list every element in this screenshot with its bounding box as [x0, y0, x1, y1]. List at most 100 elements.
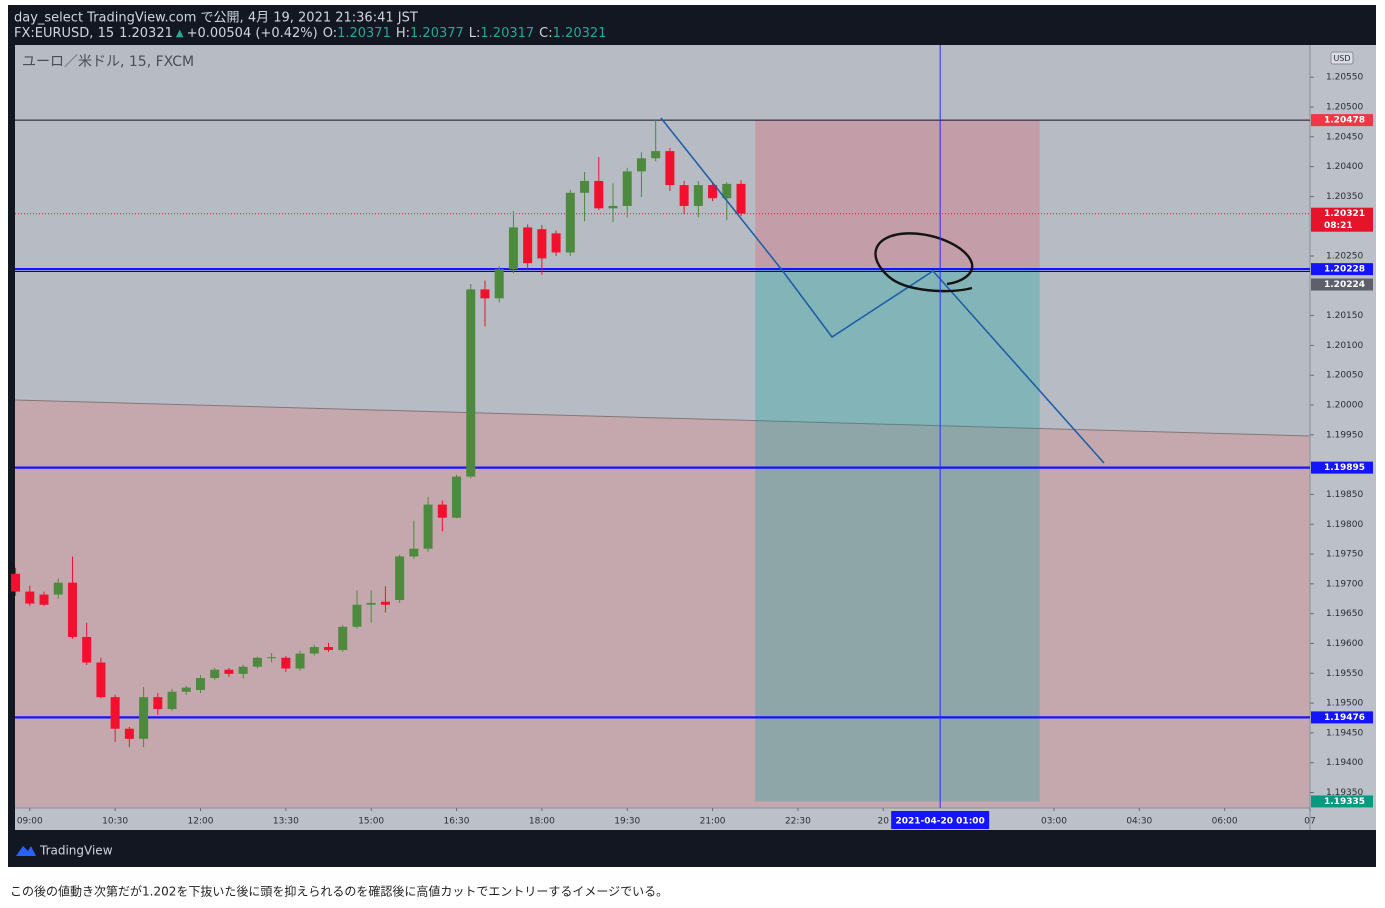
y-tick-label: 1.19650 [1326, 609, 1363, 619]
backgrounds [14, 45, 1376, 830]
candle-body [25, 591, 35, 604]
x-tick-label: 07 [1304, 817, 1315, 827]
high-label: H: [396, 26, 410, 41]
y-tick-label: 1.19850 [1326, 490, 1363, 500]
candle-body [324, 647, 334, 651]
candle-body [380, 601, 390, 605]
candle-body [480, 289, 490, 299]
candle-body [267, 657, 277, 659]
candle-body [252, 657, 262, 667]
y-tick-label: 1.20550 [1326, 73, 1363, 83]
price-label: 1.20321 [1324, 209, 1365, 219]
candle-body [11, 573, 21, 592]
candle-body [181, 687, 191, 692]
candle-body [508, 227, 518, 270]
candle-body [39, 594, 49, 605]
low: 1.20317 [480, 26, 534, 41]
arrow: ▲ [176, 28, 184, 39]
y-tick-label: 1.19550 [1326, 669, 1363, 679]
candle-body [153, 697, 163, 710]
candle-body [96, 662, 106, 698]
zone-edge [14, 399, 1311, 437]
candle-body [537, 229, 547, 259]
open: 1.20371 [337, 26, 391, 41]
x-tick-label: 20 [878, 817, 890, 827]
x-tick-label: 13:30 [273, 817, 299, 827]
candle-body [352, 604, 362, 627]
low-label: L: [469, 26, 481, 41]
x-tick-label: 15:00 [358, 817, 384, 827]
y-tick-label: 1.20000 [1326, 401, 1363, 411]
price-label-bg [1311, 263, 1373, 276]
candle-body [82, 636, 92, 663]
y-tick-label: 1.20050 [1326, 371, 1363, 381]
y-tick-label: 1.20150 [1326, 311, 1363, 321]
price-label: 1.20224 [1324, 280, 1365, 290]
y-tick-label: 1.19600 [1326, 639, 1363, 649]
y-tick-label: 1.19350 [1326, 788, 1363, 798]
y-tick-label: 1.19500 [1326, 699, 1363, 709]
candle-body [679, 185, 689, 206]
y-tick-label: 1.20500 [1326, 102, 1363, 112]
close: 1.20321 [553, 26, 607, 41]
y-tick-label: 1.19700 [1326, 579, 1363, 589]
candle-body [224, 669, 234, 674]
open-label: O: [323, 26, 337, 41]
price-axis-bg [1310, 45, 1376, 830]
candles [11, 120, 746, 748]
zone [15, 400, 1310, 808]
candle-body [636, 158, 646, 172]
candle-body [708, 185, 718, 199]
candle-body [565, 192, 575, 253]
countdown: 08:21 [1324, 221, 1353, 231]
x-tick-label: 09:00 [17, 817, 43, 827]
x-tick-label: 22:30 [785, 817, 811, 827]
logo[interactable]: TradingView [39, 844, 113, 858]
target-zone [755, 269, 1040, 802]
currency: USD [1333, 54, 1350, 63]
y-tick-label: 1.19450 [1326, 728, 1363, 738]
x-tick-label: 19:30 [614, 817, 640, 827]
last: 1.20321 [119, 26, 173, 41]
y-tick-label: 1.20400 [1326, 162, 1363, 172]
candle-body [53, 582, 63, 595]
candle-body [210, 669, 220, 679]
x-tick-label: 03:00 [1041, 817, 1067, 827]
candle-body [608, 205, 618, 209]
axes: 1.19350 1.19400 1.19450 1.19500 1.19550 1.196… [17, 45, 1373, 829]
x-tick-label: 18:00 [529, 817, 555, 827]
candle-body [423, 504, 433, 549]
candle-body [622, 171, 632, 206]
candle-body [551, 233, 561, 253]
candle-body [494, 269, 504, 299]
quote-line: FX:EURUSD, 15 1.20321 ▲ +0.00504 (+0.42%) O:… [14, 26, 606, 41]
scenario-line [660, 117, 1105, 464]
price-label-bg [1311, 711, 1373, 724]
candle-body [124, 728, 134, 739]
y-tick-label: 1.19750 [1326, 550, 1363, 560]
high: 1.20377 [410, 26, 464, 41]
candle-body [366, 602, 376, 605]
x-tick-label: 10:30 [102, 817, 128, 827]
published: day_select TradingView.com で公開, 4月 19, 2… [14, 11, 418, 26]
price-label: 1.19335 [1324, 797, 1365, 807]
x-tick-label: 06:00 [1212, 817, 1238, 827]
y-tick-label: 1.19950 [1326, 430, 1363, 440]
symbol-legend: ユーロ／米ドル, 15, FXCM [22, 54, 194, 70]
currency-badge [1330, 51, 1354, 65]
candle-body [281, 657, 291, 669]
candle-body [523, 227, 533, 264]
price-label-bg [1311, 207, 1373, 232]
price-lines [15, 119, 1310, 719]
candle-body [195, 678, 205, 690]
candle-body [594, 180, 604, 209]
candle-body [437, 504, 447, 518]
candle-body [580, 180, 590, 193]
candle-body [722, 183, 732, 199]
change: +0.00504 (+0.42%) [187, 26, 318, 41]
crosshair-label-bg [891, 811, 990, 829]
crosshair-label: 2021-04-20 01:00 [895, 817, 984, 827]
y-tick-label: 1.20250 [1326, 252, 1363, 262]
